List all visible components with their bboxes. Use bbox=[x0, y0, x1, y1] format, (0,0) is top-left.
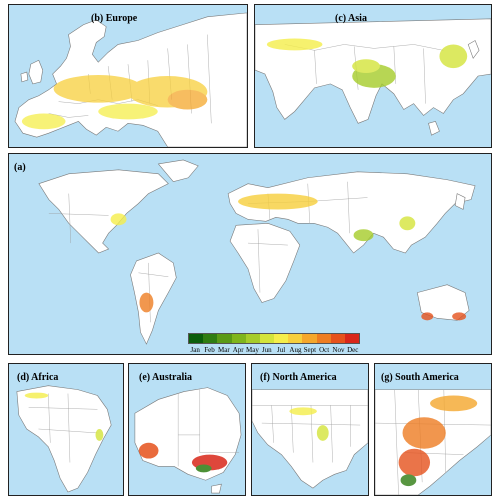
panel-south-america: (g) South America bbox=[374, 363, 492, 496]
panel-label-north-america: (f) North America bbox=[260, 372, 337, 383]
harvest-overlay-asia bbox=[266, 38, 468, 88]
legend-swatch-may bbox=[245, 334, 260, 343]
legend-label-mar: Mar bbox=[217, 346, 230, 354]
legend-swatch-jan bbox=[189, 334, 204, 343]
legend-label-nov: Nov bbox=[332, 346, 345, 354]
harvest-overlay-europe bbox=[21, 75, 208, 130]
legend-label-aug: Aug bbox=[289, 346, 302, 354]
panel-north-america: (f) North America bbox=[251, 363, 369, 496]
legend-label-oct: Oct bbox=[319, 346, 330, 354]
legend-labels: Jan Feb Mar Apr May Jun Jul Aug Sept Oct Nov Dec bbox=[188, 346, 360, 354]
legend-swatch-oct bbox=[316, 334, 331, 343]
legend-label-sept: Sept bbox=[303, 346, 317, 354]
harvest-overlay-north-america bbox=[289, 407, 329, 441]
panel-label-africa: (d) Africa bbox=[17, 372, 59, 383]
map-asia bbox=[255, 18, 491, 136]
month-legend: Jan Feb Mar Apr May Jun Jul Aug Sept Oct Nov Dec bbox=[188, 333, 360, 354]
legend-swatch-apr bbox=[231, 334, 246, 343]
map-europe bbox=[14, 12, 247, 147]
legend-label-may: May bbox=[246, 346, 259, 354]
legend-swatch-jul bbox=[274, 334, 289, 343]
panel-asia: (c) Asia bbox=[254, 4, 492, 148]
panel-africa: (d) Africa bbox=[8, 363, 124, 496]
panel-europe: (b) Europe bbox=[8, 4, 248, 148]
legend-label-jun: Jun bbox=[261, 346, 272, 354]
panel-label-world: (a) bbox=[14, 162, 26, 173]
legend-label-jul: Jul bbox=[277, 346, 286, 354]
map-africa bbox=[16, 385, 112, 493]
panel-label-south-america: (g) South America bbox=[381, 372, 459, 383]
map-world bbox=[38, 159, 476, 345]
legend-label-apr: Apr bbox=[232, 346, 244, 354]
map-south-america bbox=[375, 389, 491, 495]
legend-swatch-mar bbox=[217, 334, 232, 343]
harvest-overlay-africa bbox=[24, 392, 104, 441]
legend-swatch-aug bbox=[288, 334, 303, 343]
panel-australia: (e) Australia bbox=[128, 363, 246, 496]
legend-swatch-jun bbox=[259, 334, 275, 343]
legend-label-jan: Jan bbox=[190, 346, 200, 354]
map-australia bbox=[134, 387, 242, 494]
legend-swatch-feb bbox=[203, 334, 218, 343]
panel-label-europe: (b) Europe bbox=[91, 13, 138, 24]
panel-label-asia: (c) Asia bbox=[335, 13, 367, 24]
harvest-overlay-australia bbox=[138, 442, 228, 473]
map-north-america bbox=[252, 389, 368, 489]
legend-colorbar bbox=[188, 333, 360, 344]
legend-swatch-sept bbox=[302, 334, 317, 343]
harvest-overlay-world bbox=[110, 193, 467, 321]
legend-swatch-dec bbox=[344, 334, 360, 343]
legend-label-dec: Dec bbox=[347, 346, 359, 354]
panel-world: (a) Jan Feb Mar Apr May Jun Jul Aug Sept Oct Nov De… bbox=[8, 153, 492, 355]
panel-label-australia: (e) Australia bbox=[139, 372, 193, 383]
legend-label-feb: Feb bbox=[204, 346, 215, 354]
harvest-overlay-south-america bbox=[398, 395, 478, 487]
legend-swatch-nov bbox=[330, 334, 345, 343]
